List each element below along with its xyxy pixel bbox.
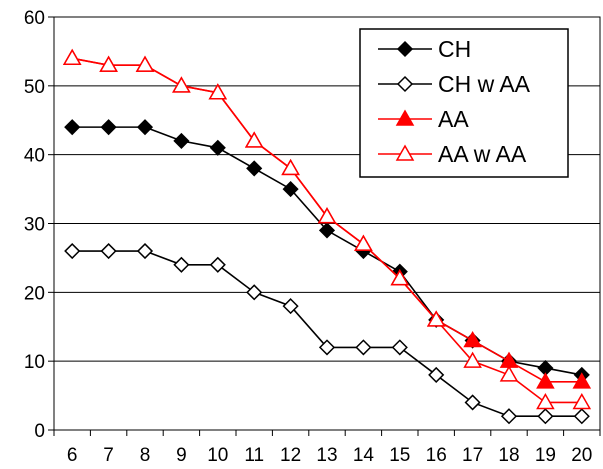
data-point-aa-w-aa <box>426 310 446 327</box>
x-tick-label: 11 <box>244 445 264 466</box>
data-point-aa-w-aa <box>317 207 337 224</box>
data-point-aa-w-aa <box>463 351 482 368</box>
series-line-ch-w-aa <box>72 250 582 418</box>
legend: CH CH w AA AA AA w AA <box>359 28 569 178</box>
data-point-ch-w-aa <box>573 408 590 425</box>
legend-marker-ch <box>396 40 414 58</box>
data-point-aa-w-aa <box>572 392 592 410</box>
data-point-aa-w-aa <box>135 55 155 72</box>
data-point-ch-w-aa <box>428 366 445 383</box>
x-tick-label: 9 <box>176 445 187 466</box>
data-point-aa-w-aa <box>390 269 410 286</box>
legend-label-aa: AA <box>438 106 469 132</box>
data-point-ch-w-aa <box>355 339 372 356</box>
x-tick-label: 10 <box>207 445 228 466</box>
y-tick-label: 40 <box>24 146 45 167</box>
data-point-ch <box>209 139 226 156</box>
data-point-ch-w-aa <box>537 408 554 425</box>
data-point-ch <box>64 119 81 136</box>
x-tick-label: 18 <box>498 445 519 466</box>
y-tick-label: 60 <box>24 8 45 29</box>
data-point-aa-w-aa <box>62 48 82 66</box>
y-tick-label: 10 <box>24 352 45 373</box>
data-point-ch <box>246 160 263 177</box>
y-tick-label: 50 <box>24 77 45 98</box>
x-tick-label: 14 <box>353 445 375 466</box>
data-point-ch-w-aa <box>318 339 336 356</box>
series-ch-w-aa <box>64 242 590 425</box>
data-point-aa-w-aa <box>354 234 373 251</box>
x-tick-label: 13 <box>316 445 337 466</box>
data-point-aa-w-aa <box>281 158 300 176</box>
data-point-ch-w-aa <box>100 242 117 260</box>
data-point-ch-w-aa <box>246 284 263 301</box>
x-tick-label: 16 <box>426 445 447 466</box>
plot-border <box>53 16 601 431</box>
legend-label-aa-w-aa: AA w AA <box>438 141 527 167</box>
data-point-ch-w-aa <box>173 256 190 273</box>
legend-marker-aa-w-aa <box>395 144 415 161</box>
legend-marker-ch-w-aa <box>396 75 414 93</box>
y-tick-label: 30 <box>24 215 45 236</box>
data-point-aa-w-aa <box>536 392 555 410</box>
data-point-ch-w-aa <box>136 242 154 260</box>
axes <box>48 16 601 436</box>
x-tick-label: 7 <box>103 445 114 466</box>
x-tick-label: 8 <box>140 445 151 466</box>
data-point-ch-w-aa <box>282 298 299 315</box>
data-point-aa <box>463 331 482 348</box>
data-point-aa-w-aa <box>172 76 191 93</box>
data-point-aa <box>536 372 555 389</box>
data-point-aa-w-aa <box>244 131 264 148</box>
data-point-ch-w-aa <box>464 394 481 411</box>
x-tick-label: 19 <box>535 445 556 466</box>
legend-box <box>359 28 569 178</box>
data-point-ch-w-aa <box>209 256 226 273</box>
data-point-ch-w-aa <box>391 339 408 356</box>
x-tick-label: 17 <box>462 445 483 466</box>
legend-marker-aa <box>395 109 415 126</box>
data-point-ch <box>318 222 336 239</box>
data-point-ch <box>282 181 299 198</box>
data-point-ch-w-aa <box>500 408 518 425</box>
y-tick-label: 0 <box>34 421 45 442</box>
data-point-ch <box>136 119 154 136</box>
data-point-aa-w-aa <box>99 55 118 72</box>
x-tick-label: 20 <box>571 445 592 466</box>
legend-label-ch: CH <box>438 36 471 62</box>
data-point-ch <box>100 119 117 136</box>
x-tick-label: 6 <box>67 445 78 466</box>
y-tick-label: 20 <box>24 283 45 304</box>
legend-label-ch-w-aa: CH w AA <box>438 71 531 97</box>
data-point-ch <box>173 132 190 149</box>
data-point-aa <box>572 372 592 389</box>
data-point-ch-w-aa <box>64 242 81 260</box>
series-aa-w-aa <box>62 48 592 410</box>
x-tick-label: 15 <box>389 445 410 466</box>
series-group <box>62 48 592 425</box>
data-point-aa-w-aa <box>499 365 519 382</box>
data-point-aa-w-aa <box>208 83 228 100</box>
x-tick-label: 12 <box>280 445 301 466</box>
tick-labels: 0 10 20 30 40 50 60 6 7 8 9 10 11 12 13 14 15 16 17 18 19 20 <box>24 8 593 466</box>
